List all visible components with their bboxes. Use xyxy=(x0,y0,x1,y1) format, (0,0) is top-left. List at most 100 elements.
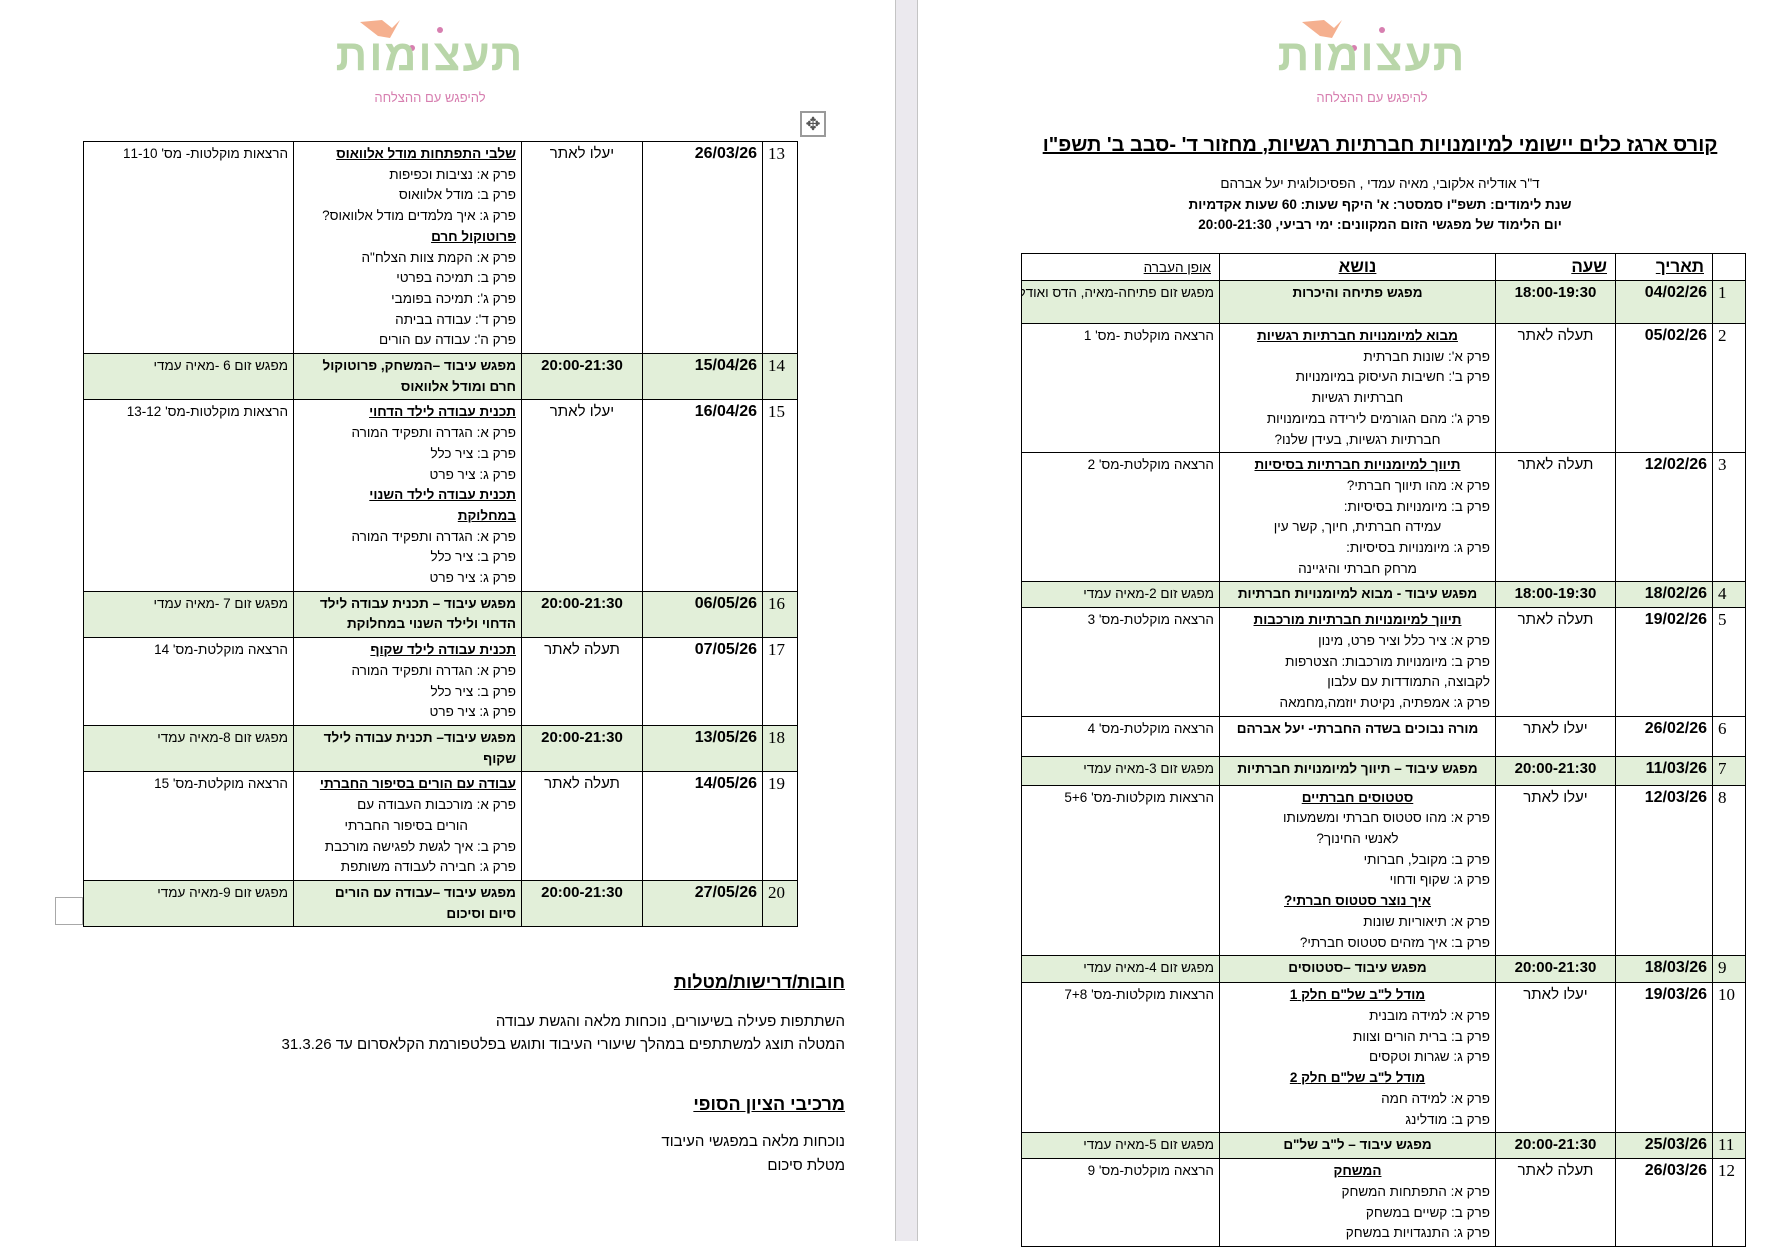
row-topic: עבודה עם הורים בסיפור החברתי פרק א: מורכב… xyxy=(293,771,522,881)
row-time: 20:00-21:30 xyxy=(1495,1132,1616,1160)
topic-line: פרק ב: מודלינג xyxy=(1405,1111,1490,1127)
row-date: 19/03/26 xyxy=(1615,982,1713,1134)
topic-line: מפגש עיבוד –המשחק, פרוטוקול xyxy=(322,358,516,374)
requirements-line: השתתפות פעילה בשיעורים, נוכחות מלאה והגש… xyxy=(495,1013,845,1030)
row-number: 20 xyxy=(762,879,798,928)
topic-line: לאנשי החינוך? xyxy=(1316,831,1399,847)
row-delivery: הרצאה מוקלטת-מס' 14 xyxy=(83,637,294,726)
topic-line: הורים בסיפור החברתי xyxy=(344,817,468,833)
row-date: 26/03/26 xyxy=(642,140,763,355)
row-time: 20:00-21:30 xyxy=(1495,955,1616,984)
row-delivery: מפגש זום 3-מאיה עמדי xyxy=(1021,755,1220,786)
topic-line: פרק א: הגדרה ותפקיד המורה xyxy=(351,662,516,678)
move-arrows-icon[interactable]: ✥ xyxy=(800,111,826,137)
table-row: 8 12/03/26 יעלו לאתר סטטוסים חברתיים פרק א: … xyxy=(1021,784,1746,957)
topic-line: פרק א: ציר כלל וציר פרט, מינון xyxy=(1318,632,1490,648)
row-number: 8 xyxy=(1712,784,1746,957)
table-row: 13 26/03/26 יעלו לאתר שלבי התפתחות מודל אלו… xyxy=(83,140,798,355)
bird-icon xyxy=(1302,20,1385,51)
topic-line: פרק א: נציבות וכפיפות xyxy=(389,166,516,182)
row-topic: מפגש עיבוד –המשחק, פרוטוקול חרם ומודל אלו… xyxy=(293,353,522,401)
requirements-heading: חובות/דרישות/מטלות xyxy=(673,972,845,992)
topic-line: סיום וסיכום xyxy=(446,905,516,921)
topic-line: תכנית עבודה לילד הדחוי xyxy=(369,404,516,420)
row-delivery: הרצאה מוקלטת -מס' 1 xyxy=(1021,322,1220,454)
row-time: תעלה לאתר xyxy=(521,771,643,881)
grading-heading: מרכיבי הציון הסופי xyxy=(693,1094,845,1114)
topic-line: פרק ב: ברית הורים וצוות xyxy=(1353,1028,1490,1044)
topic-line: מפגש עיבוד– תכנית עבודה לילד xyxy=(323,729,516,745)
row-date: 18/02/26 xyxy=(1615,581,1713,609)
row-time: 18:00-19:30 xyxy=(1495,581,1616,609)
topic-line: פרוטוקול חרם xyxy=(431,228,516,244)
row-number: 9 xyxy=(1712,955,1746,984)
row-number: 2 xyxy=(1712,322,1746,454)
grading-line: מטלת סיכום xyxy=(767,1157,845,1174)
row-time: יעלו לאתר xyxy=(1495,982,1616,1134)
topic-line: פרק ג: מיומנויות בסיסיות: xyxy=(1346,540,1490,556)
row-number: 19 xyxy=(762,771,798,881)
row-delivery: מפגש זום 9-מאיה עמדי xyxy=(83,879,294,928)
schedule-table-page1: תאריך שעה נושא אופן העברה 1 04/02/26 18:00… xyxy=(1021,253,1746,1247)
row-topic: תכנית עבודה לילד הדחוי פרק א: הגדרה ותפקי… xyxy=(293,399,522,592)
row-number: 13 xyxy=(762,140,798,355)
topic-line: תכנית עבודה לילד שקוף xyxy=(370,642,516,658)
row-number: 12 xyxy=(1712,1158,1746,1247)
topic-line: הדחוי ולילד השנוי במחלוקת xyxy=(346,616,516,632)
topic-line: פרק א: מהו סטטוס חברתי ומשמעותו xyxy=(1282,810,1490,826)
topic-line: פרק ג: ציר פרט xyxy=(429,466,516,482)
row-date: 15/04/26 xyxy=(642,353,763,401)
row-delivery: הרצאה מוקלטת-מס' 15 xyxy=(83,771,294,881)
topic-line: פרק ה': עבודה עם הורים xyxy=(378,332,516,348)
page-gutter xyxy=(895,0,918,1241)
row-topic: מפגש עיבוד –סטטוסים xyxy=(1219,955,1496,984)
row-delivery: הרצאה מוקלטת-מס' 4 xyxy=(1021,715,1220,757)
topic-line: פרק ג: שגרות וטקסים xyxy=(1369,1049,1490,1065)
row-number: 1 xyxy=(1712,280,1746,324)
topic-line: מפגש עיבוד - מבוא למיומנויות חברתיות xyxy=(1237,586,1478,602)
topic-line: פרק א: מהו תיווך חברתי? xyxy=(1346,477,1490,493)
topic-line: תכנית עבודה לילד השנוי xyxy=(369,487,516,503)
row-delivery: מפגש זום 5-מאיה עמדי xyxy=(1021,1132,1220,1160)
row-number: 6 xyxy=(1712,715,1746,757)
row-delivery: מפגש זום 4-מאיה עמדי xyxy=(1021,955,1220,984)
topic-line: מורה נבוכים בשדה החברתי- יעל אברהם xyxy=(1236,720,1479,736)
row-date: 12/03/26 xyxy=(1615,784,1713,957)
row-delivery: מפגש זום 8-מאיה עמדי xyxy=(83,724,294,773)
row-date: 16/04/26 xyxy=(642,399,763,592)
row-topic: מפגש עיבוד – תכנית עבודה לילד הדחוי ולילד… xyxy=(293,590,522,639)
topic-line: פרק א: הקמת צוות הצלח"ה xyxy=(361,249,517,265)
row-topic: מפגש עיבוד– תכנית עבודה לילד שקוף xyxy=(293,724,522,773)
row-topic: מודל ל"ב של"ם חלק 1 פרק א: למידה מובנית פר… xyxy=(1219,982,1496,1134)
row-date: 11/03/26 xyxy=(1615,755,1713,786)
row-number: 5 xyxy=(1712,607,1746,717)
row-number: 17 xyxy=(762,637,798,726)
row-time: 20:00-21:30 xyxy=(521,724,643,773)
table-resize-handle[interactable] xyxy=(55,897,83,925)
row-topic: מפגש עיבוד - מבוא למיומנויות חברתיות xyxy=(1219,581,1496,609)
row-number: 4 xyxy=(1712,581,1746,609)
topic-line: פרק א: מורכבות העבודה עם xyxy=(357,797,516,813)
row-time: תעלה לאתר xyxy=(1495,1158,1616,1247)
topic-line: פרק א': שונות חברתית xyxy=(1363,348,1490,364)
table-row: 18 13/05/26 20:00-21:30 מפגש עיבוד– תכנית ע… xyxy=(83,724,798,773)
row-date: 06/05/26 xyxy=(642,590,763,639)
topic-line: מפגש עיבוד –עבודה עם הורים xyxy=(334,884,516,900)
table-row: 3 12/02/26 תעלה לאתר תיווך למיומנויות חברתי… xyxy=(1021,452,1746,583)
row-delivery: מפגש זום 2-מאיה עמדי xyxy=(1021,581,1220,609)
row-topic: סטטוסים חברתיים פרק א: מהו סטטוס חברתי ומ… xyxy=(1219,784,1496,957)
row-date: 25/03/26 xyxy=(1615,1132,1713,1160)
table-row: 14 15/04/26 20:00-21:30 מפגש עיבוד –המשחק, … xyxy=(83,353,798,401)
table-row: 5 19/02/26 תעלה לאתר תיווך למיומנויות חברתי… xyxy=(1021,607,1746,717)
logo-tagline: להיפגש עם ההצלחה xyxy=(1316,90,1428,105)
row-topic: מפגש עיבוד – תיווך למיומנויות חברתיות xyxy=(1219,755,1496,786)
topic-line: פרק ב': חשיבות העיסוק במיומנויות xyxy=(1295,369,1490,385)
row-date: 04/02/26 xyxy=(1615,280,1713,324)
logo-left: תעצומות להיפגש עם ההצלחה xyxy=(300,18,560,118)
row-date: 26/03/26 xyxy=(1615,1158,1713,1247)
logo-wordmark: תעצומות xyxy=(1277,31,1467,80)
row-topic: שלבי התפתחות מודל אלוואוס פרק א: נציבות ו… xyxy=(293,140,522,355)
table-row: 15 16/04/26 יעלו לאתר תכנית עבודה לילד הדחו… xyxy=(83,399,798,592)
row-topic: המשחק פרק א: התפתחות המשחק פרק ב: קשיים במ… xyxy=(1219,1158,1496,1247)
topic-line: פרק ב: מקובל, חברותי xyxy=(1363,851,1490,867)
